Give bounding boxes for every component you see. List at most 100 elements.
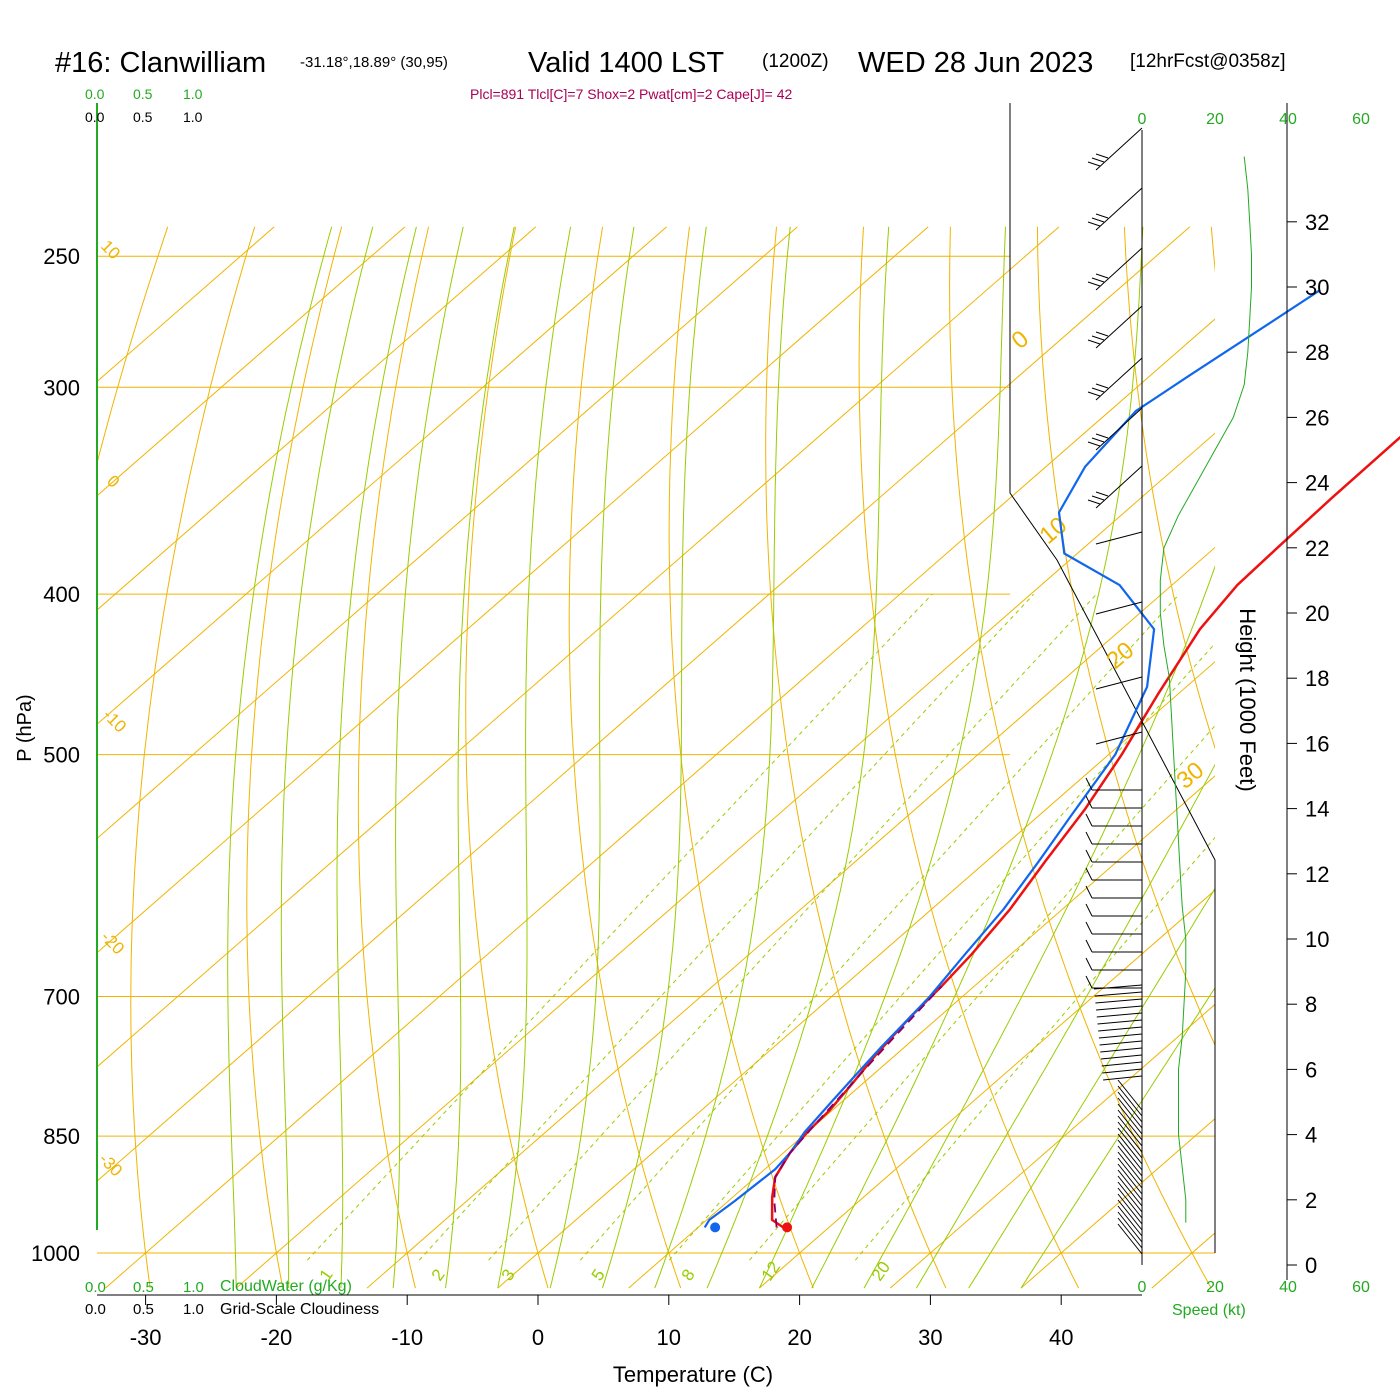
wind-barb-feather [1085,885,1093,899]
wind-barb [1096,1005,1143,1011]
moist-adiabat-line [227,226,333,1289]
wind-barb [1099,1040,1143,1046]
wind-barb [1117,1079,1143,1111]
height-tick-label: 26 [1305,405,1329,430]
isotherm-label: 0 [103,471,123,491]
temperature-axis-title: Temperature (C) [613,1362,773,1387]
wind-barb-feather [1085,921,1093,935]
cloudwater-tick-top-0: 0.0 [85,86,105,102]
wind-barb-feather [1085,903,1093,917]
isotherm-line [1151,1232,1215,1289]
dry-adiabat-line [1385,227,1400,1288]
isotherm-label: 20 [1102,637,1140,675]
wind-barb-feather [1091,157,1105,163]
wind-barb [1117,1181,1143,1213]
dry-adiabat-line [765,226,947,1289]
moist-adiabat-line [758,226,1006,1289]
temperature-tick-label: 20 [787,1325,811,1350]
wind-barb-feather [1087,441,1101,447]
wind-barb [1117,1115,1143,1147]
cloudiness-tick-bottom-0: 0.0 [85,1301,106,1318]
moist-adiabat-line [549,226,635,1289]
wind-barb-feather [1087,281,1101,287]
dewpoint-surface-marker [710,1222,721,1233]
temperature-tick-label: 10 [657,1325,681,1350]
wind-barb-feather [1095,213,1109,219]
isotherm-line [889,1003,1215,1289]
wind-barb [1095,127,1143,171]
station-coordinates: -31.18°,18.89° (30,95) [300,54,448,71]
wind-barb-feather [1095,383,1109,389]
dry-adiabat-line [858,226,1080,1289]
wind-barb [1095,465,1143,509]
height-tick-label: 10 [1305,927,1329,952]
moist-adiabat-line [1020,986,1215,1289]
wind-barb-feather [1091,277,1105,283]
pressure-tick-label: 700 [43,985,80,1010]
isotherm-line [497,661,1215,1289]
mixing-ratio-line [306,593,933,1261]
cloudwater-tick-bottom-1: 0.5 [133,1279,154,1296]
mixing-ratio-label: 20 [868,1258,894,1284]
wind-barb-feather [1091,217,1105,223]
wind-barb-feather [1087,161,1101,167]
isotherm-line [97,226,929,954]
isotherm-line [97,226,1060,1068]
wind-speed-tick-bottom: 40 [1279,1279,1297,1296]
wind-barb [1096,1012,1143,1018]
isotherm-line [97,226,798,840]
isotherm-line [1020,1118,1215,1289]
pressure-tick-label: 400 [43,582,80,607]
moist-adiabat-line [811,226,1144,1289]
height-tick-label: 8 [1305,992,1317,1017]
wind-speed-tick-top: 40 [1279,111,1297,128]
pressure-tick-label: 300 [43,375,80,400]
wind-barb [1117,1085,1143,1117]
pressure-axis: 250 300 400 500 700 850 1000 [31,244,80,1266]
isotherm-line [97,226,667,725]
height-tick-label: 20 [1305,601,1329,626]
cloudwater-tick-bottom-2: 1.0 [183,1279,204,1296]
wind-barb [1095,407,1143,451]
mixing-ratio-line [668,642,1215,1261]
wind-barb-feather [1085,777,1093,791]
wind-barb [1094,991,1143,997]
moist-adiabat-line [336,226,417,1289]
cloudwater-tick-top-1: 0.5 [133,86,153,102]
moist-adiabat-line [497,226,572,1289]
height-tick-label: 30 [1305,275,1329,300]
dry-adiabat-line [130,226,256,1289]
wind-barb-feather [1085,975,1093,989]
height-tick-label: 4 [1305,1123,1317,1148]
mixing-ratio-label: 2 [428,1266,449,1285]
height-tick-label: 22 [1305,536,1329,561]
wind-barb [1095,187,1143,231]
wind-speed-tick-top: 60 [1352,111,1370,128]
wind-barb [1100,1047,1143,1053]
height-tick-label: 6 [1305,1057,1317,1082]
cloudiness-tick-top-0: 0.0 [85,109,105,125]
height-tick-label: 14 [1305,797,1329,822]
wind-barb [1117,1145,1143,1177]
cloudiness-tick-bottom-2: 1.0 [183,1301,204,1318]
dry-adiabat-line [246,226,343,1289]
moist-adiabat-line [863,565,1215,1289]
wind-barb [1117,1109,1143,1141]
temperature-tick-label: 40 [1049,1325,1073,1350]
wind-barb-feather [1085,939,1093,953]
height-tick-label: 32 [1305,210,1329,235]
station-title: #16: Clanwilliam [55,47,266,79]
mixing-ratio-line [749,724,1215,1261]
moist-adiabat-line [602,226,707,1289]
wind-speed-axis-title: Speed (kt) [1172,1302,1246,1319]
wind-barb [1098,1033,1143,1039]
wind-barb-feather [1087,339,1101,345]
height-tick-label: 24 [1305,471,1329,496]
height-tick-label: 16 [1305,731,1329,756]
forecast-info: [12hrFcst@0358z] [1130,51,1286,72]
wind-barb-feather [1085,957,1093,971]
pressure-tick-label: 1000 [31,1241,80,1266]
isotherm-line [235,432,1215,1289]
